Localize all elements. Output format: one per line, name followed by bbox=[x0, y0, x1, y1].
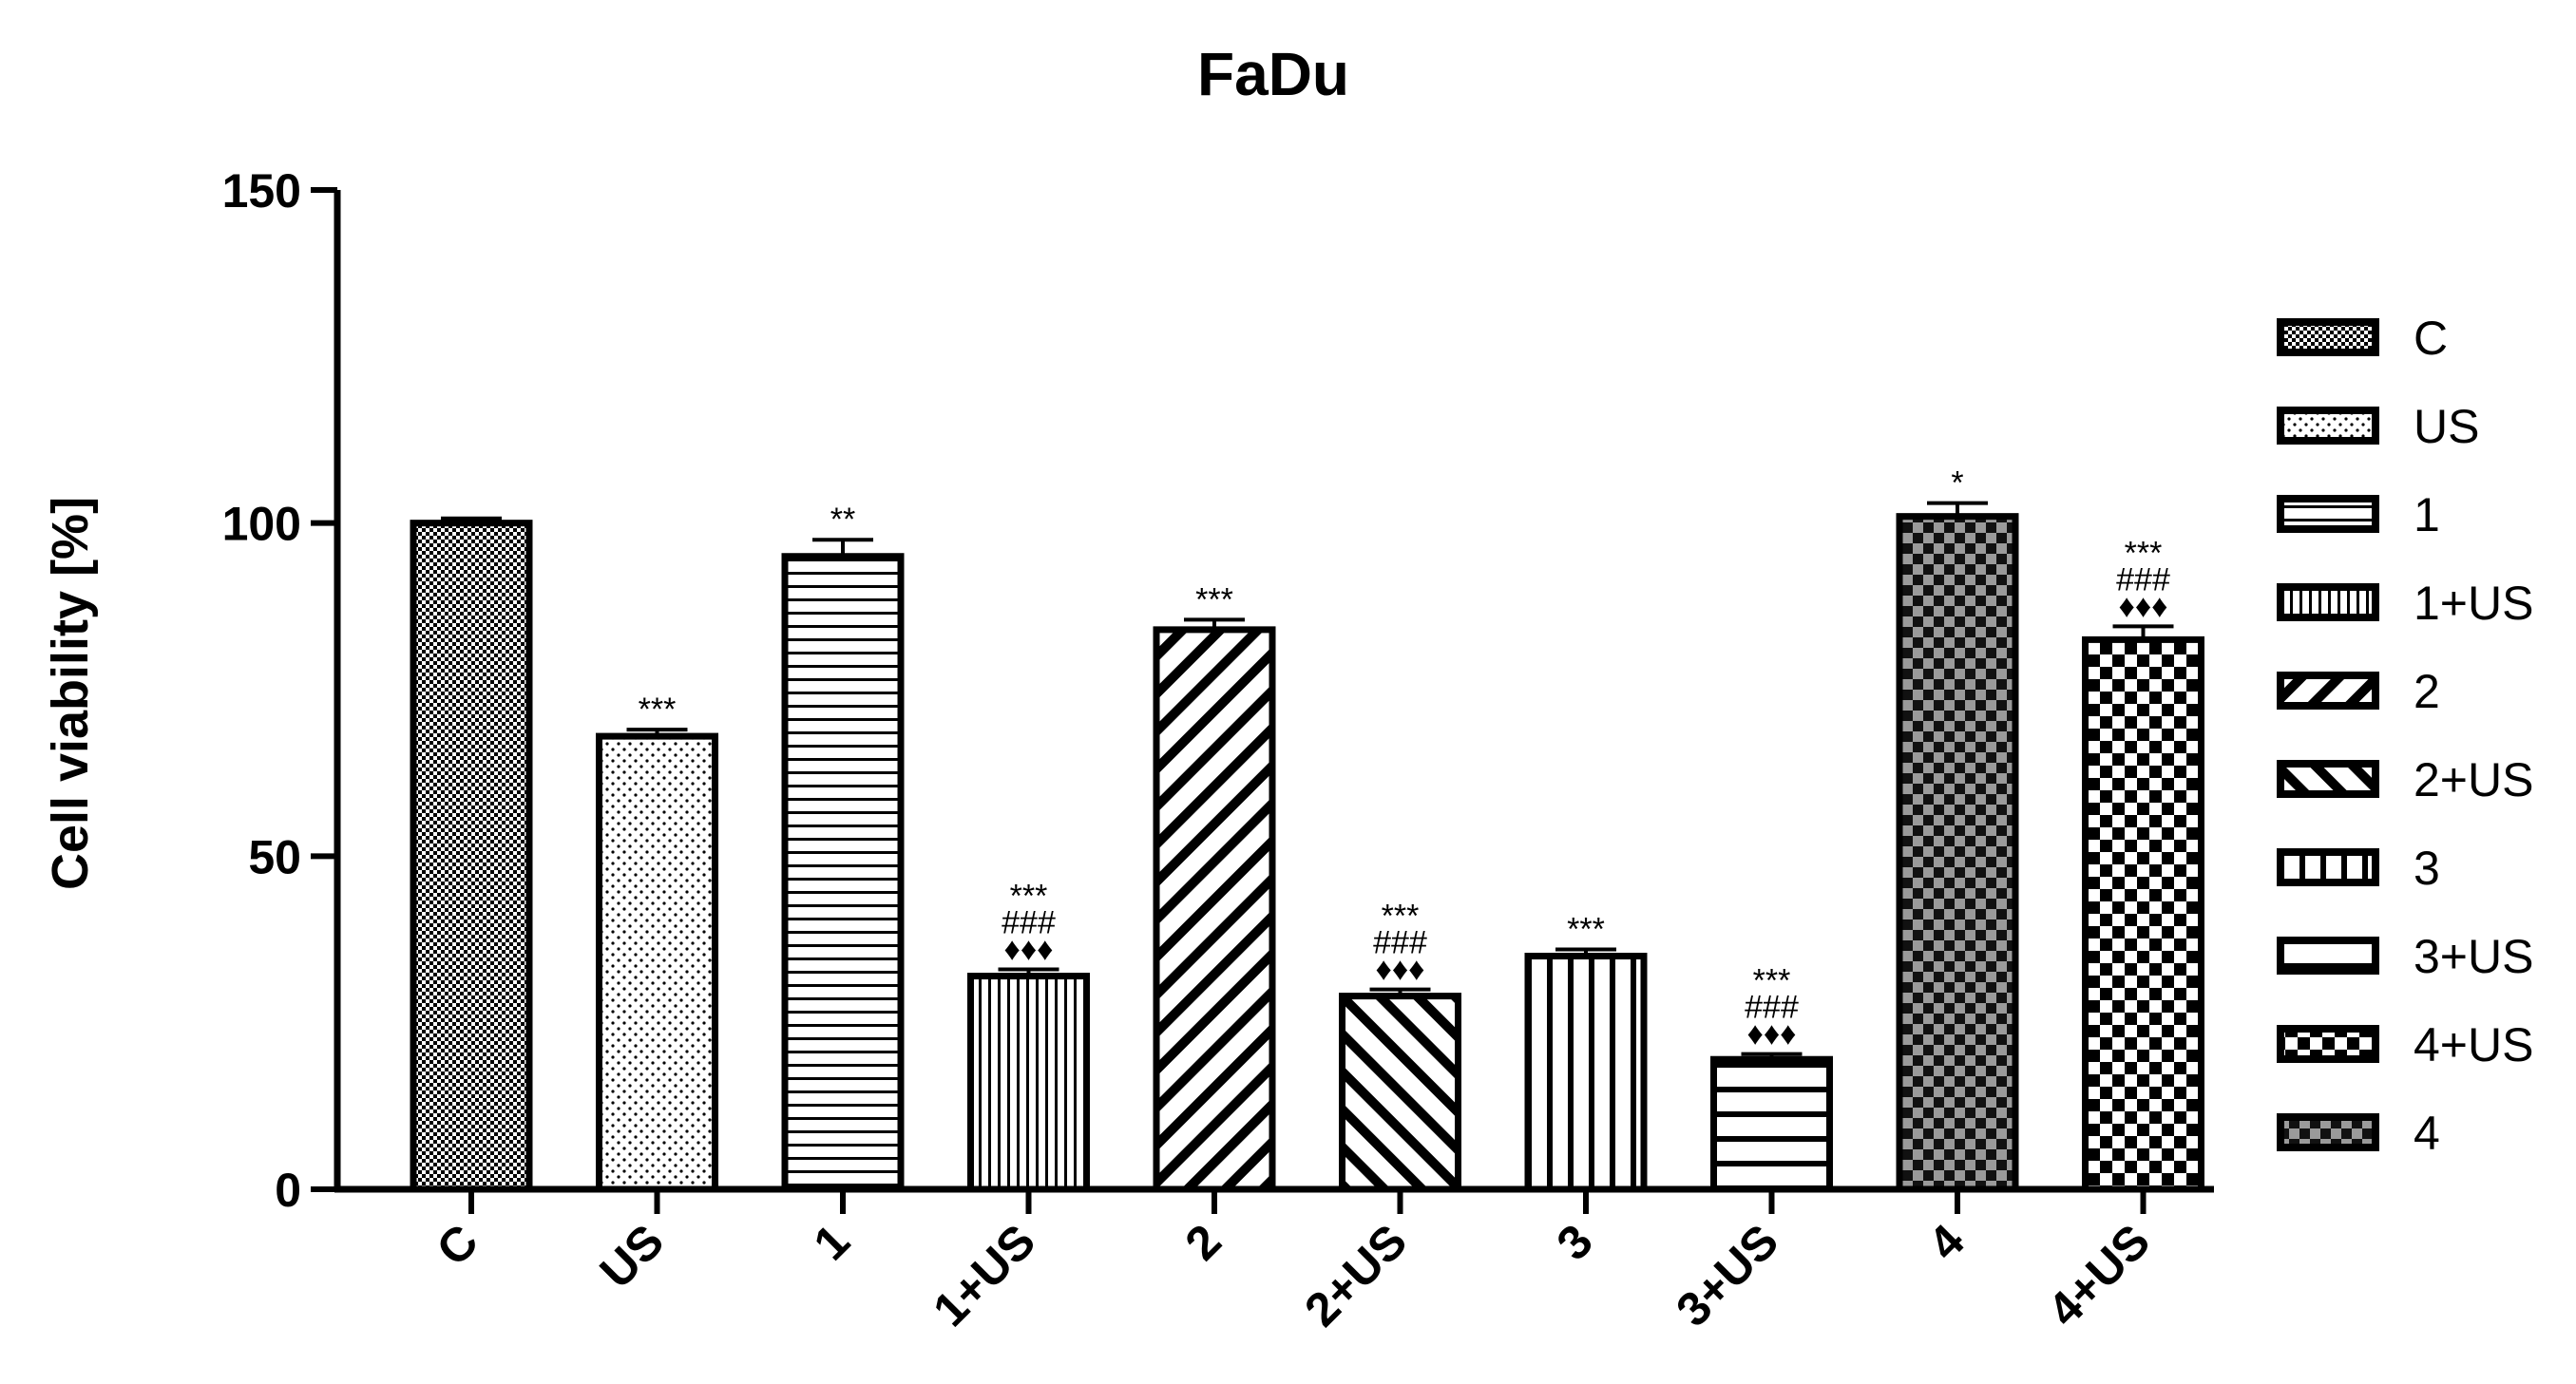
significance-marker: *** bbox=[2125, 535, 2163, 571]
significance-marker: *** bbox=[1195, 581, 1233, 617]
significance-marker: ♦♦♦ bbox=[1746, 1016, 1796, 1052]
x-tick-label: 4+US bbox=[2037, 1214, 2160, 1337]
legend-label: 1 bbox=[2414, 488, 2440, 541]
bar-2-plus-us bbox=[1339, 993, 1461, 1193]
bar-3 bbox=[1524, 953, 1648, 1193]
x-tick-label: US bbox=[590, 1214, 675, 1299]
chart-title: FaDu bbox=[1197, 40, 1349, 108]
legend-swatch bbox=[2277, 848, 2379, 886]
legend-swatch bbox=[2277, 672, 2379, 710]
y-tick-label: 100 bbox=[222, 498, 301, 551]
legend-swatch bbox=[2277, 760, 2379, 798]
x-tick-label: 2+US bbox=[1294, 1214, 1417, 1337]
y-tick-label: 50 bbox=[248, 830, 301, 883]
y-tick-label: 0 bbox=[275, 1164, 301, 1217]
significance-marker: ### bbox=[1373, 925, 1427, 961]
significance-marker: *** bbox=[1010, 879, 1048, 915]
significance-marker: ♦♦♦ bbox=[1003, 932, 1053, 968]
legend-label: 4 bbox=[2414, 1107, 2440, 1160]
significance-marker: ♦♦♦ bbox=[1375, 952, 1424, 988]
bar-1 bbox=[781, 553, 905, 1193]
bar-us bbox=[596, 732, 718, 1193]
legend-swatch bbox=[2277, 407, 2379, 445]
significance-marker: ** bbox=[830, 502, 855, 538]
legend-swatch bbox=[2277, 495, 2379, 533]
legend-label: C bbox=[2414, 312, 2448, 365]
significance-marker: *** bbox=[1382, 899, 1420, 935]
significance-marker: ### bbox=[1745, 990, 1799, 1026]
legend-label: 3+US bbox=[2414, 930, 2533, 983]
bar-c bbox=[410, 520, 533, 1193]
x-tick-label: 3 bbox=[1547, 1214, 1603, 1270]
x-tick-label: C bbox=[427, 1214, 488, 1276]
legend-label: 2+US bbox=[2414, 753, 2533, 806]
legend: C US 1 1+US 2 2+US 3 3+US 4+US 4 bbox=[2277, 312, 2533, 1160]
significance-marker: ### bbox=[1002, 905, 1056, 941]
y-axis-label: Cell viability [%] bbox=[42, 497, 99, 890]
legend-label: 1+US bbox=[2414, 577, 2533, 630]
legend-swatch bbox=[2277, 318, 2379, 356]
bar-4 bbox=[1896, 513, 2019, 1193]
legend-swatch bbox=[2277, 937, 2379, 975]
significance-marker: ### bbox=[2116, 561, 2170, 597]
x-tick-label: 3+US bbox=[1666, 1214, 1788, 1337]
legend-swatch bbox=[2277, 1025, 2379, 1063]
x-tick-label: 1 bbox=[804, 1214, 860, 1270]
significance-marker: *** bbox=[1567, 912, 1605, 948]
legend-label: US bbox=[2414, 400, 2479, 453]
x-tick-label: 2 bbox=[1175, 1214, 1231, 1270]
legend-label: 2 bbox=[2414, 665, 2440, 718]
y-tick-label: 150 bbox=[222, 164, 301, 218]
legend-swatch bbox=[2277, 583, 2379, 621]
significance-marker: * bbox=[1951, 465, 1963, 502]
bar-4-plus-us bbox=[2082, 635, 2204, 1193]
x-tick-label: 1+US bbox=[923, 1214, 1045, 1337]
significance-marker: ♦♦♦ bbox=[2118, 588, 2167, 624]
legend-label: 3 bbox=[2414, 842, 2440, 895]
x-tick-label: 4 bbox=[1918, 1214, 1975, 1270]
significance-marker: *** bbox=[1753, 963, 1791, 999]
bar-3-plus-us bbox=[1710, 1055, 1833, 1193]
legend-swatch bbox=[2277, 1113, 2379, 1151]
bar-1-plus-us bbox=[967, 973, 1090, 1193]
legend-label: 4+US bbox=[2414, 1018, 2533, 1071]
bar-2 bbox=[1153, 626, 1276, 1193]
significance-marker: *** bbox=[639, 692, 677, 728]
